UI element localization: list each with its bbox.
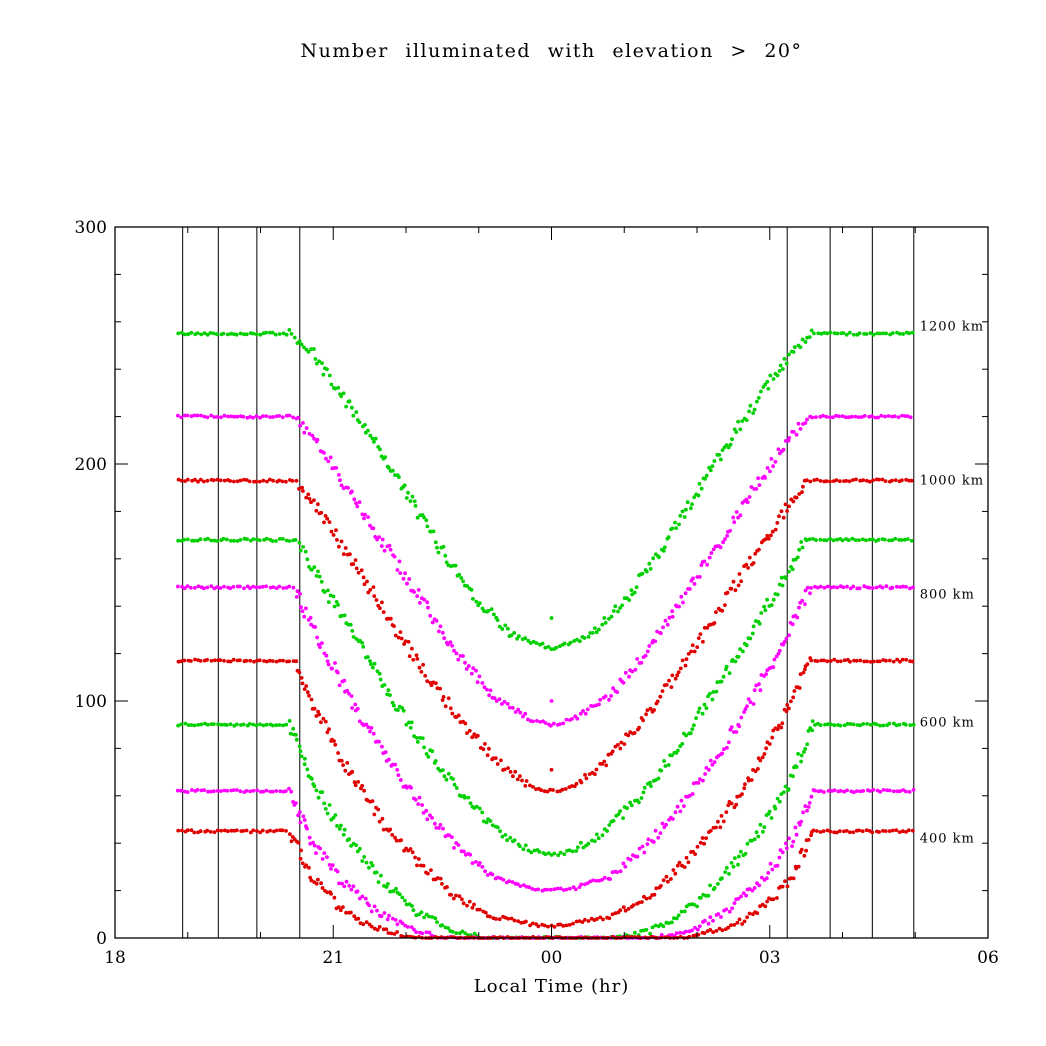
- series-800km: [176, 584, 915, 893]
- svg-text:100: 100: [75, 692, 107, 712]
- vertical-reference-lines: [182, 227, 915, 938]
- svg-text:03: 03: [759, 948, 781, 968]
- series-700km: [176, 656, 915, 929]
- svg-text:18: 18: [104, 948, 126, 968]
- x-axis-label: Local Time (hr): [473, 976, 630, 997]
- series-1000km: [176, 477, 914, 794]
- altitude-label: 400 km: [920, 831, 975, 846]
- svg-text:0: 0: [96, 929, 107, 949]
- svg-text:200: 200: [75, 455, 107, 475]
- altitude-label: 1200 km: [920, 320, 984, 335]
- series-1200km: [176, 328, 915, 652]
- series-400km: [176, 828, 915, 940]
- x-tick-labels: 18 21 00 03 06: [104, 948, 999, 968]
- altitude-labels: 1200 km 1000 km 800 km 600 km 400 km: [920, 320, 984, 847]
- series-1100km: [176, 413, 913, 728]
- y-tick-labels: 0 100 200 300: [75, 218, 107, 949]
- outlier-dots: [549, 616, 554, 772]
- series-900km: [176, 536, 914, 858]
- svg-text:300: 300: [75, 218, 107, 238]
- svg-text:06: 06: [977, 948, 999, 968]
- svg-text:21: 21: [322, 948, 344, 968]
- series-500km: [175, 786, 916, 940]
- altitude-label: 1000 km: [920, 474, 984, 489]
- altitude-label: 600 km: [920, 715, 975, 730]
- altitude-label: 800 km: [920, 587, 975, 602]
- axis-ticks: [114, 226, 989, 939]
- svg-text:00: 00: [541, 948, 563, 968]
- chart-title: Number illuminated with elevation > 20°: [300, 40, 803, 62]
